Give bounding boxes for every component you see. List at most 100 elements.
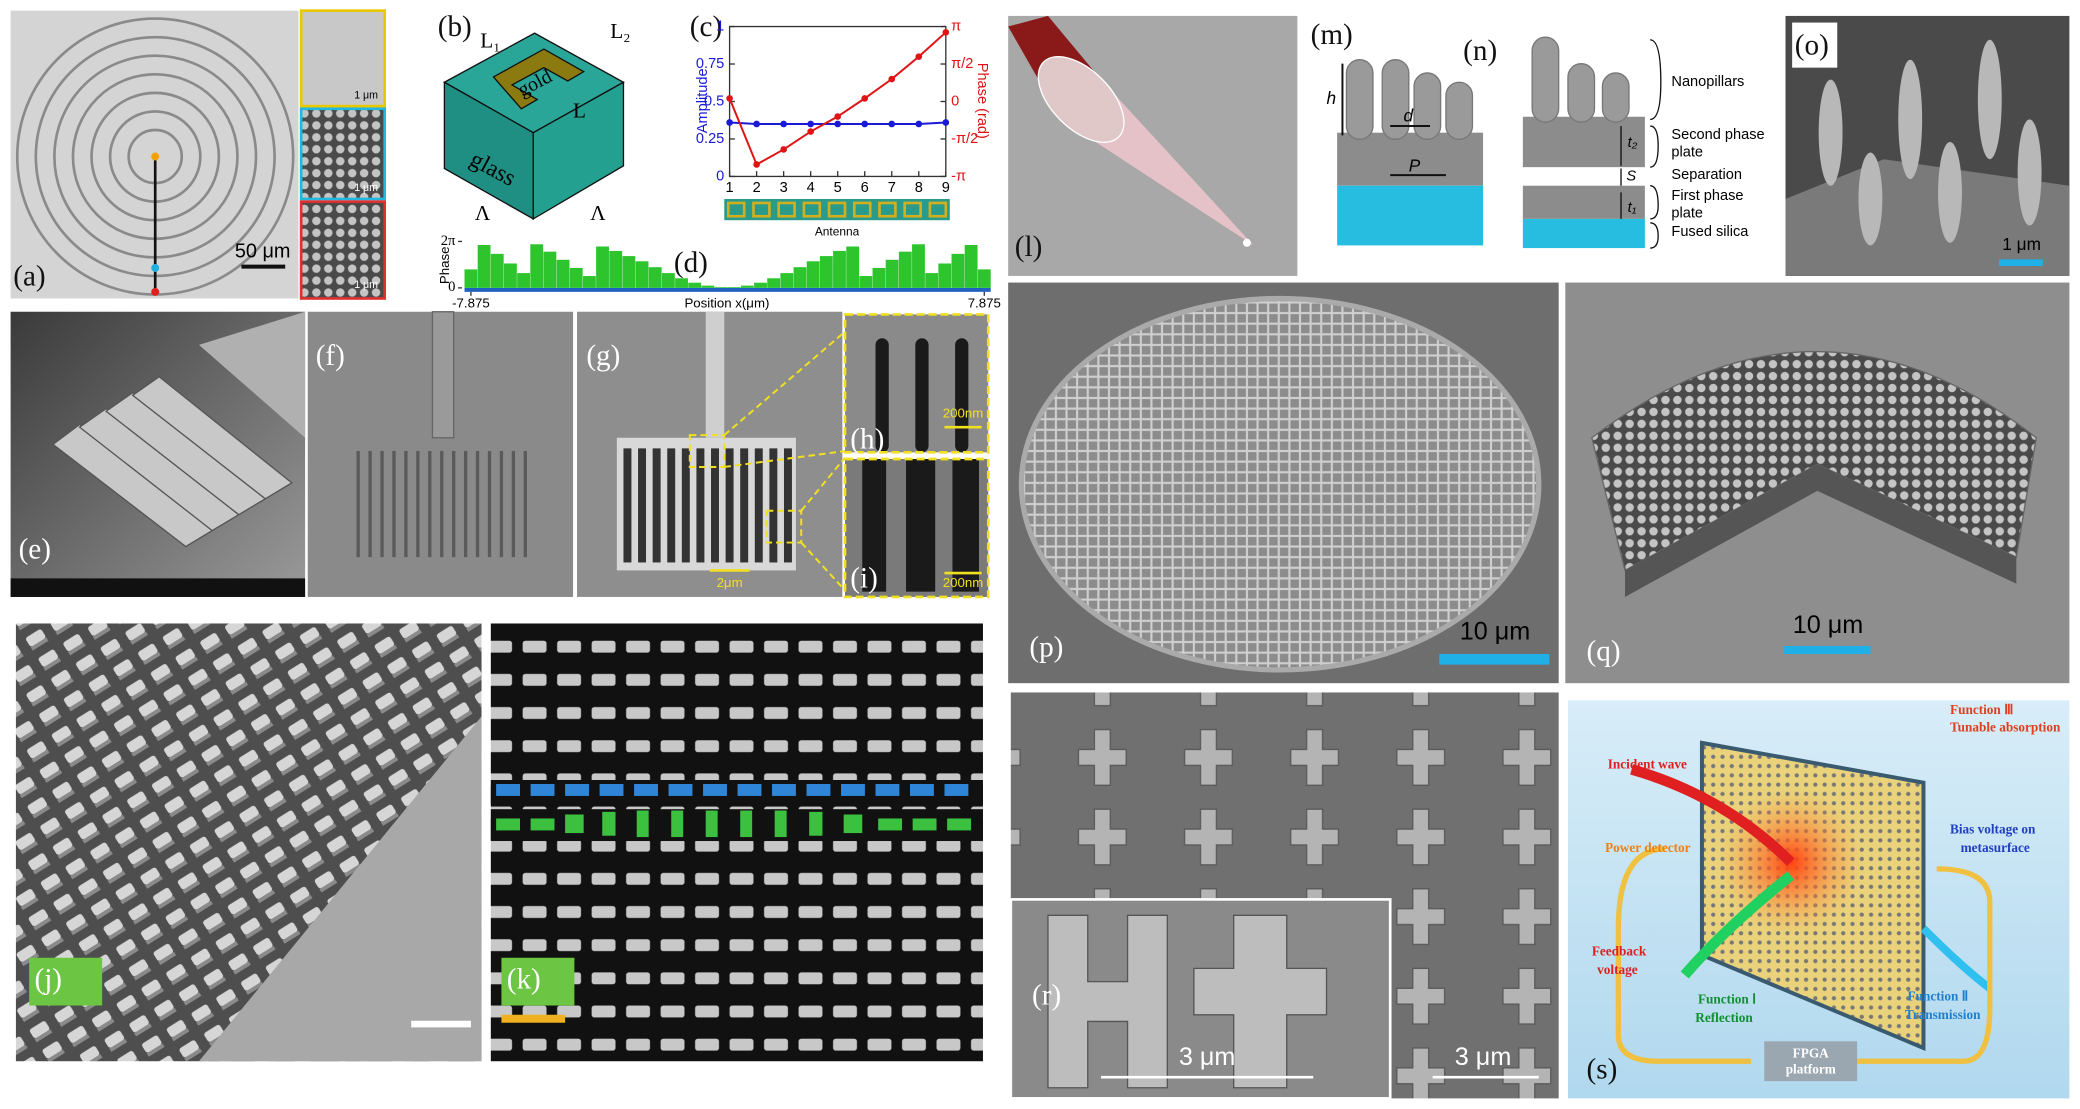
label: t₁ [1628,200,1637,216]
bar [477,245,491,288]
panel-label: (r) [1032,979,1061,1011]
bar [714,287,728,288]
panel-label: (a) [13,260,45,292]
scale-label: 1 μm [2002,234,2041,254]
scale-label: 10 μm [1793,611,1864,639]
y2-axis-label: Phase (rad) [974,63,990,139]
point [780,120,787,128]
point [780,146,787,153]
y2-tick-label: π [951,18,961,34]
label: Incident wave [1608,756,1687,771]
point [942,28,950,36]
panel-label: (j) [34,963,62,995]
panel-e [10,311,306,597]
scale-label: 3 μm [1179,1043,1236,1071]
label: Power detector [1605,840,1691,855]
panel-label: (m) [1311,19,1353,51]
panel-f [307,311,574,597]
label: Fused silica [1671,224,1749,240]
panel-q [1565,282,2070,684]
baseline [464,287,991,292]
panel-label: (o) [1795,29,1829,61]
label: t₂ [1628,135,1638,151]
panel-label: (k) [507,963,541,995]
label: Second phase [1671,127,1764,143]
label: Nanopillars [1671,74,1744,90]
panel-s-labels: Incident wave Function Ⅲ Tunable absorpt… [1592,702,2061,1076]
bar [464,269,478,288]
panel-g [577,311,846,597]
panel-mn [1337,36,1662,249]
antenna-strip [724,198,950,221]
panel-l [1008,15,1298,276]
panel-label: (p) [1029,632,1063,664]
label: First phase [1671,188,1743,204]
y-tick-label: 0.5 [704,93,724,109]
bar [569,267,583,288]
x-tick-label: -7.875 [452,295,490,310]
y2-tick-label: -π/2 [951,131,978,147]
panel-label: (i) [850,563,878,595]
series-line [728,31,947,166]
panel-r [1009,692,1559,1100]
bar [938,263,952,288]
panel-a [10,9,387,300]
bar [622,256,636,288]
y2-tick-label: π/2 [951,56,973,72]
point [753,161,760,168]
bar [675,278,688,288]
label: plate [1671,205,1703,221]
bar [793,267,807,288]
x-tick-label: 2 [753,180,761,196]
bar [925,273,939,288]
bar [517,273,530,288]
bar [727,287,741,288]
x-axis-label: Position x(μm) [684,295,769,310]
bar [740,285,754,288]
label: P [1409,156,1421,176]
scale-label: 3 μm [1455,1043,1511,1071]
point [888,120,896,128]
label: Feedback [1592,944,1647,959]
label: Transmission [1905,1007,1981,1022]
y2-tick-label: 0 [951,93,959,109]
point [834,113,842,120]
label: Function Ⅱ [1908,989,1969,1004]
label: Tunable absorption [1950,719,2061,734]
bar [635,261,649,288]
y-tick-label: 2π [441,233,456,249]
label: h [1327,88,1337,108]
label: L₂ [610,19,630,43]
label: voltage [1597,962,1638,977]
label: L₁ [480,28,500,52]
panel-j [15,623,482,1062]
bar [543,251,557,288]
plot-frame [728,25,947,178]
label: FPGA [1793,1046,1829,1061]
point [861,120,869,128]
panel-label: (b) [438,11,472,43]
point [807,128,814,135]
bar [701,285,715,288]
y-axis-label: Amplitude [695,68,711,133]
bar [780,273,794,288]
y-tick-label: 0 [716,168,724,184]
panel-p [1008,282,1559,684]
panel-label: (s) [1587,1054,1618,1086]
panel-k [490,623,983,1062]
scale-label: 1 μm [354,279,378,291]
scale-label: 1 μm [354,182,378,194]
panel-i [843,457,990,599]
bar [898,251,912,288]
bar [556,259,570,288]
label: plate [1671,144,1703,160]
panel-label: (c) [690,11,722,43]
bar [490,253,504,288]
bar [951,253,965,288]
label: Separation [1671,167,1742,183]
y2-tick-label: -π [951,168,966,184]
scale-label: 1 μm [354,89,378,101]
scale-label: 10 μm [1460,617,1531,645]
bar [833,250,846,288]
